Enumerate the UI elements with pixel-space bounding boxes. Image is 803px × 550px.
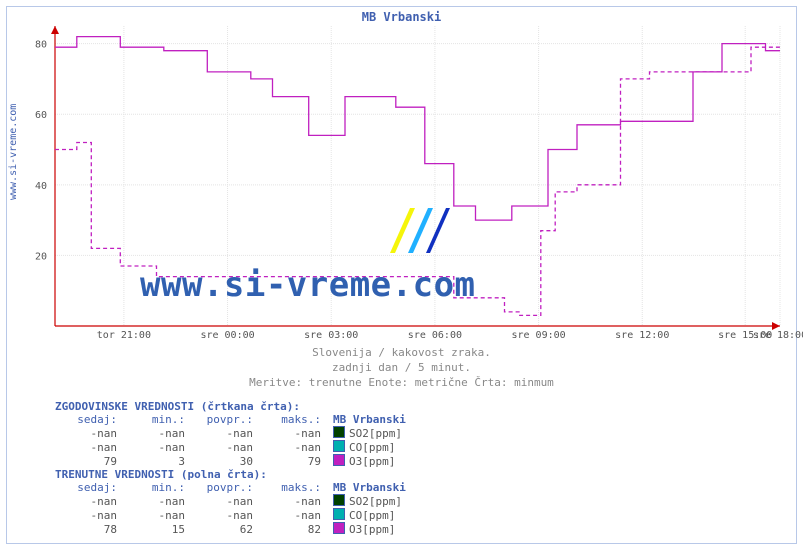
table-row: 78156282O3[ppm] xyxy=(55,522,412,536)
svg-text:40: 40 xyxy=(35,181,47,192)
x-tick: sre 00:00 xyxy=(200,330,254,341)
historic-table: sedaj:min.:povpr.:maks.:MB Vrbanski-nan-… xyxy=(55,413,412,468)
x-tick: sre 03:00 xyxy=(304,330,358,341)
table-row: 7933079O3[ppm] xyxy=(55,454,412,468)
x-tick: sre 09:00 xyxy=(511,330,565,341)
x-tick-labels: tor 21:00 sre 00:00 sre 03:00 sre 06:00 sre … xyxy=(55,330,780,344)
svg-text:80: 80 xyxy=(35,40,47,51)
watermark-text: www.si-vreme.com xyxy=(140,265,476,305)
chart-title: MB Vrbanski xyxy=(0,10,803,24)
table-row: -nan-nan-nan-nanCO[ppm] xyxy=(55,440,412,454)
x-tick: sre 06:00 xyxy=(408,330,462,341)
svg-text:20: 20 xyxy=(35,251,47,262)
data-tables: ZGODOVINSKE VREDNOSTI (črtkana črta): se… xyxy=(55,400,412,536)
current-table: sedaj:min.:povpr.:maks.:MB Vrbanski-nan-… xyxy=(55,481,412,536)
watermark-logo xyxy=(390,208,450,253)
y-axis-label: www.si-vreme.com xyxy=(8,104,19,200)
x-tick: sre 12:00 xyxy=(615,330,669,341)
table-row: -nan-nan-nan-nanSO2[ppm] xyxy=(55,426,412,440)
historic-header: ZGODOVINSKE VREDNOSTI (črtkana črta): xyxy=(55,400,412,413)
caption-line-2: zadnji dan / 5 minut. xyxy=(0,361,803,376)
caption-line-1: Slovenija / kakovost zraka. xyxy=(0,346,803,361)
caption-line-3: Meritve: trenutne Enote: metrične Črta: … xyxy=(0,376,803,391)
svg-text:60: 60 xyxy=(35,110,47,121)
table-row: -nan-nan-nan-nanCO[ppm] xyxy=(55,508,412,522)
x-tick: tor 21:00 xyxy=(97,330,151,341)
table-row: -nan-nan-nan-nanSO2[ppm] xyxy=(55,494,412,508)
x-tick: sre 18:00 xyxy=(753,330,803,341)
chart-caption: Slovenija / kakovost zraka. zadnji dan /… xyxy=(0,346,803,391)
current-header: TRENUTNE VREDNOSTI (polna črta): xyxy=(55,468,412,481)
